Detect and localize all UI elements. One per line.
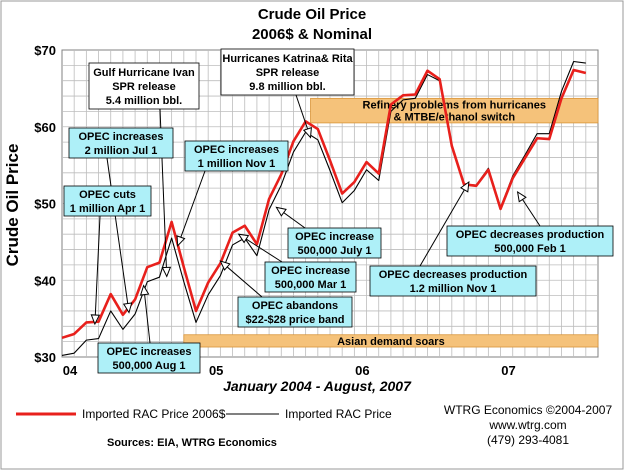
annotation-box — [97, 342, 201, 374]
x-tick-labels: 04 05 06 07 — [63, 363, 516, 378]
annotation-text: OPEC increases — [79, 131, 164, 143]
annotation-arrow — [419, 181, 470, 267]
annotation-text: 500,000 Mar 1 — [275, 279, 347, 291]
annotation-arrowhead — [90, 314, 101, 326]
annotation-arrow — [177, 170, 206, 246]
annotation-text: 2 million Jul 1 — [85, 145, 158, 157]
annotation-text: 1.2 million Nov 1 — [410, 283, 497, 295]
annotation-text: 500,000 July 1 — [297, 245, 371, 257]
annotation-text: OPEC increase — [271, 265, 350, 277]
annotation-box — [88, 62, 200, 110]
annotation-text: OPEC increase — [295, 231, 374, 243]
annotation-text: OPEC increases — [194, 144, 279, 156]
annotation-box — [68, 127, 174, 159]
annotation-text: OPEC abandons — [252, 300, 338, 312]
annotation-arrows — [90, 94, 541, 344]
band-label: Refinery problems from hurricanes — [363, 100, 546, 112]
annotation-box — [446, 225, 614, 257]
x-tick-label: 05 — [209, 363, 223, 378]
annotation-arrowhead — [176, 235, 186, 247]
annotation-text: 9.8 million bbl. — [249, 81, 325, 93]
x-tick-label: 04 — [63, 363, 78, 378]
band-rect — [183, 334, 599, 348]
annotation-text: OPEC increases — [107, 346, 192, 358]
band-label: & MTBE/ethanol switch — [393, 112, 515, 124]
annotation-arrowhead — [516, 190, 527, 203]
x-tick-label: 06 — [355, 363, 369, 378]
chart-subtitle: 2006$ & Nominal — [252, 26, 372, 43]
y-tick-label: $50 — [34, 197, 56, 212]
credit-line-3: (479) 293-4081 — [487, 433, 569, 447]
legend-label-nominal: Imported RAC Price — [285, 407, 392, 421]
series-lines — [61, 60, 587, 357]
annotation-arrow — [106, 157, 130, 313]
legend: Imported RAC Price 2006$ Imported RAC Pr… — [16, 407, 392, 421]
annotation-box — [220, 48, 355, 96]
band-label: Asian demand soars — [337, 336, 445, 348]
annotation-text: 5.4 million bbl. — [106, 95, 182, 107]
y-tick-label: $30 — [34, 350, 56, 365]
annotation-text: 1 million Nov 1 — [198, 158, 276, 170]
annotation-arrowhead — [219, 260, 231, 271]
annotation-arrowhead — [459, 180, 470, 193]
annotation-text: 500,000 Feb 1 — [494, 243, 566, 255]
sources-note: Sources: EIA, WTRG Economics — [107, 437, 277, 449]
series-line-real — [61, 68, 587, 340]
annotation-text: Hurricanes Katrina& Rita — [222, 53, 353, 65]
annotation-box — [287, 227, 382, 259]
annotation-text: SPR release — [112, 81, 176, 93]
annotation-arrow — [94, 215, 101, 325]
annotation-arrowhead — [122, 302, 133, 314]
bands: Refinery problems from hurricanes& MTBE/… — [183, 97, 599, 348]
annotation-box — [237, 296, 353, 328]
y-axis-label: Crude Oil Price — [3, 144, 22, 267]
annotation-box — [184, 140, 289, 172]
annotation-box — [63, 185, 152, 217]
annotation-text: SPR release — [256, 67, 320, 79]
annotation-box — [369, 265, 537, 297]
annotation-text: OPEC decreases production — [456, 229, 605, 241]
y-tick-label: $60 — [34, 120, 56, 135]
chart-title: Crude Oil Price — [258, 6, 366, 23]
annotation-text: OPEC cuts — [79, 189, 136, 201]
y-tick-label: $40 — [34, 273, 56, 288]
annotation-arrowhead — [139, 284, 150, 296]
band-rect — [310, 97, 599, 124]
annotation-text: 1 million Apr 1 — [70, 203, 145, 215]
credit-line-1: WTRG Economics ©2004-2007 — [444, 403, 613, 417]
y-tick-label: $70 — [34, 43, 56, 58]
annotation-arrowhead — [161, 266, 172, 278]
annotation-arrowhead — [275, 206, 287, 217]
annotation-arrowhead — [302, 126, 312, 139]
annotation-arrowhead — [237, 233, 250, 244]
annotation-text: $22-$28 price band — [245, 314, 344, 326]
annotation-arrow — [143, 285, 151, 344]
annotation-text: Gulf Hurricane Ivan — [93, 67, 195, 79]
x-tick-label: 07 — [501, 363, 515, 378]
annotation-box — [264, 261, 357, 293]
credit-line-2: www.wtrg.com — [488, 418, 566, 432]
legend-label-real: Imported RAC Price 2006$ — [82, 407, 226, 421]
y-tick-labels: $30 $40 $50 $60 $70 — [34, 43, 56, 365]
annotation-text: 500,000 Aug 1 — [113, 360, 186, 372]
annotation-text: OPEC decreases production — [379, 269, 528, 281]
x-axis-label: January 2004 - August, 2007 — [223, 378, 412, 394]
annotations: Gulf Hurricane Ivan SPR release 5.4 millio… — [63, 48, 614, 374]
